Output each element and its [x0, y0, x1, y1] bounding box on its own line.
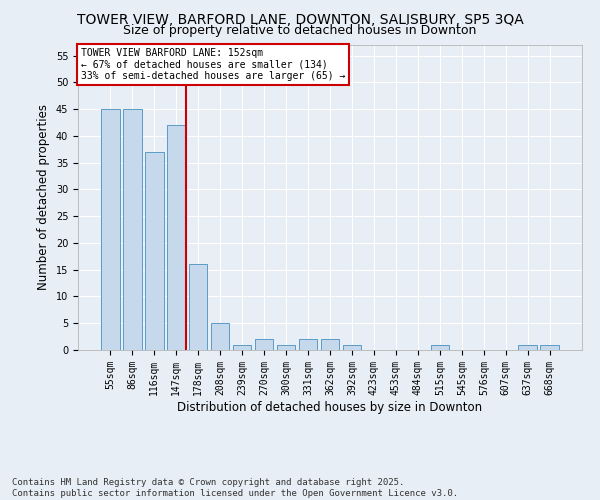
Bar — [145, 152, 164, 350]
Bar — [541, 344, 559, 350]
Bar — [343, 344, 361, 350]
Bar — [211, 323, 229, 350]
Bar — [101, 109, 119, 350]
Bar — [123, 109, 142, 350]
Bar — [255, 340, 274, 350]
X-axis label: Distribution of detached houses by size in Downton: Distribution of detached houses by size … — [178, 400, 482, 413]
Bar — [518, 344, 537, 350]
Bar — [167, 126, 185, 350]
Bar — [277, 344, 295, 350]
Text: TOWER VIEW, BARFORD LANE, DOWNTON, SALISBURY, SP5 3QA: TOWER VIEW, BARFORD LANE, DOWNTON, SALIS… — [77, 12, 523, 26]
Bar — [189, 264, 208, 350]
Bar — [431, 344, 449, 350]
Text: TOWER VIEW BARFORD LANE: 152sqm
← 67% of detached houses are smaller (134)
33% o: TOWER VIEW BARFORD LANE: 152sqm ← 67% of… — [80, 48, 345, 82]
Bar — [299, 340, 317, 350]
Bar — [320, 340, 340, 350]
Y-axis label: Number of detached properties: Number of detached properties — [37, 104, 50, 290]
Text: Contains HM Land Registry data © Crown copyright and database right 2025.
Contai: Contains HM Land Registry data © Crown c… — [12, 478, 458, 498]
Text: Size of property relative to detached houses in Downton: Size of property relative to detached ho… — [124, 24, 476, 37]
Bar — [233, 344, 251, 350]
